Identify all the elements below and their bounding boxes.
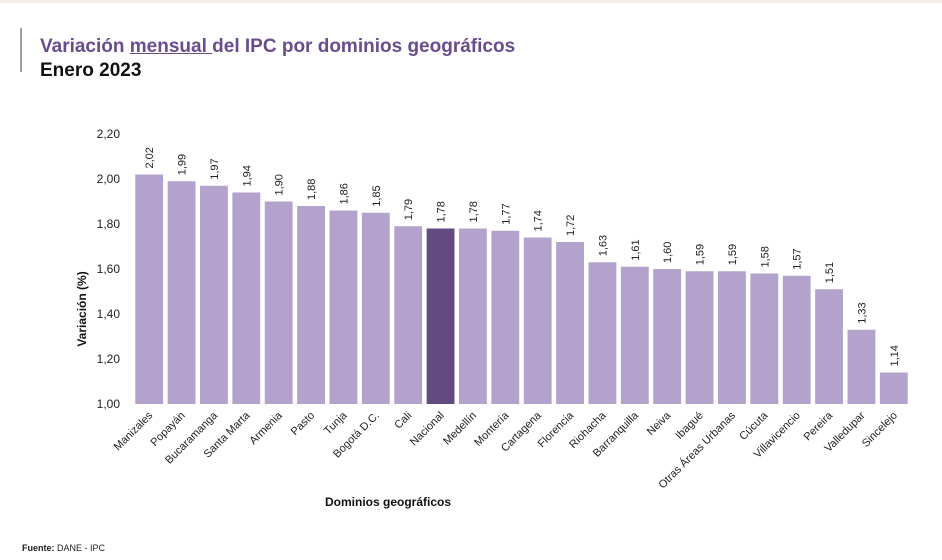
value-label: 1,72 bbox=[565, 215, 577, 236]
bar bbox=[264, 201, 293, 404]
source-text: DANE - IPC bbox=[57, 543, 106, 553]
bar bbox=[232, 192, 261, 404]
y-tick-label: 1,40 bbox=[97, 307, 121, 321]
category-label: Nacional bbox=[408, 410, 447, 449]
value-label: 1,63 bbox=[597, 235, 609, 256]
value-label: 1,60 bbox=[662, 242, 674, 263]
y-tick-label: 2,00 bbox=[97, 172, 121, 186]
value-label: 1,85 bbox=[371, 185, 383, 206]
category-label: Manizales bbox=[112, 409, 156, 453]
source-note: Fuente: DANE - IPC bbox=[22, 543, 105, 553]
value-label: 1,78 bbox=[436, 201, 448, 222]
value-label: 1,51 bbox=[824, 262, 836, 283]
value-label: 1,78 bbox=[468, 201, 480, 222]
x-axis-title: Dominios geográficos bbox=[325, 495, 451, 509]
value-label: 1,61 bbox=[630, 239, 642, 260]
bar bbox=[750, 273, 779, 404]
bar bbox=[685, 271, 714, 404]
value-label: 1,86 bbox=[338, 183, 350, 204]
bar bbox=[361, 212, 390, 404]
value-label: 1,88 bbox=[306, 179, 318, 200]
value-label: 1,90 bbox=[274, 174, 286, 195]
bar bbox=[718, 271, 746, 404]
bar bbox=[588, 262, 617, 404]
bar bbox=[523, 237, 552, 404]
title-part-2: del IPC por dominios geográficos bbox=[212, 36, 516, 57]
bar bbox=[556, 242, 584, 404]
category-label: Cali bbox=[392, 410, 414, 432]
value-label: 1,99 bbox=[177, 154, 189, 175]
value-label: 1,57 bbox=[792, 248, 804, 269]
value-label: 1,97 bbox=[209, 158, 221, 179]
value-label: 1,33 bbox=[856, 302, 868, 323]
bar bbox=[653, 269, 682, 404]
bar bbox=[394, 226, 423, 404]
bar bbox=[620, 266, 649, 404]
y-tick-label: 2,20 bbox=[97, 127, 121, 141]
top-border bbox=[0, 0, 942, 3]
category-label: Neiva bbox=[645, 409, 674, 438]
value-label: 1,79 bbox=[403, 199, 415, 220]
category-label: Pasto bbox=[289, 410, 317, 438]
bar bbox=[297, 206, 325, 404]
value-label: 1,74 bbox=[533, 210, 545, 231]
title-accent-bar bbox=[20, 28, 22, 72]
category-label: Tunja bbox=[322, 409, 350, 437]
source-label: Fuente: bbox=[22, 543, 55, 553]
value-label: 1,58 bbox=[759, 246, 771, 267]
value-label: 1,94 bbox=[241, 165, 253, 186]
y-axis-title: Variación (%) bbox=[75, 271, 89, 346]
bar bbox=[491, 230, 520, 404]
bar bbox=[879, 372, 908, 404]
value-label: 1,59 bbox=[695, 244, 707, 265]
category-label: Armenia bbox=[247, 409, 285, 447]
bar bbox=[426, 228, 455, 404]
y-tick-label: 1,20 bbox=[97, 352, 121, 366]
bar bbox=[167, 181, 196, 404]
title-part-1: Variación bbox=[40, 36, 130, 57]
y-tick-label: 1,80 bbox=[97, 217, 121, 231]
value-label: 1,77 bbox=[500, 203, 512, 224]
title-part-underlined: mensual bbox=[129, 36, 213, 57]
y-tick-label: 1,00 bbox=[97, 397, 121, 411]
category-label: Sincelejo bbox=[860, 410, 900, 450]
y-tick-label: 1,60 bbox=[97, 262, 121, 276]
bar bbox=[329, 210, 358, 404]
bar bbox=[459, 228, 487, 404]
chart-title: Variación mensual del IPC por dominios g… bbox=[40, 36, 515, 58]
chart-subtitle: Enero 2023 bbox=[40, 60, 142, 81]
bar bbox=[135, 174, 164, 404]
value-label: 1,59 bbox=[727, 244, 739, 265]
bar bbox=[847, 329, 876, 404]
bar bbox=[200, 185, 228, 404]
bar bbox=[815, 289, 843, 404]
value-label: 2,02 bbox=[144, 147, 156, 168]
value-label: 1,14 bbox=[889, 345, 901, 366]
bar bbox=[782, 275, 811, 404]
